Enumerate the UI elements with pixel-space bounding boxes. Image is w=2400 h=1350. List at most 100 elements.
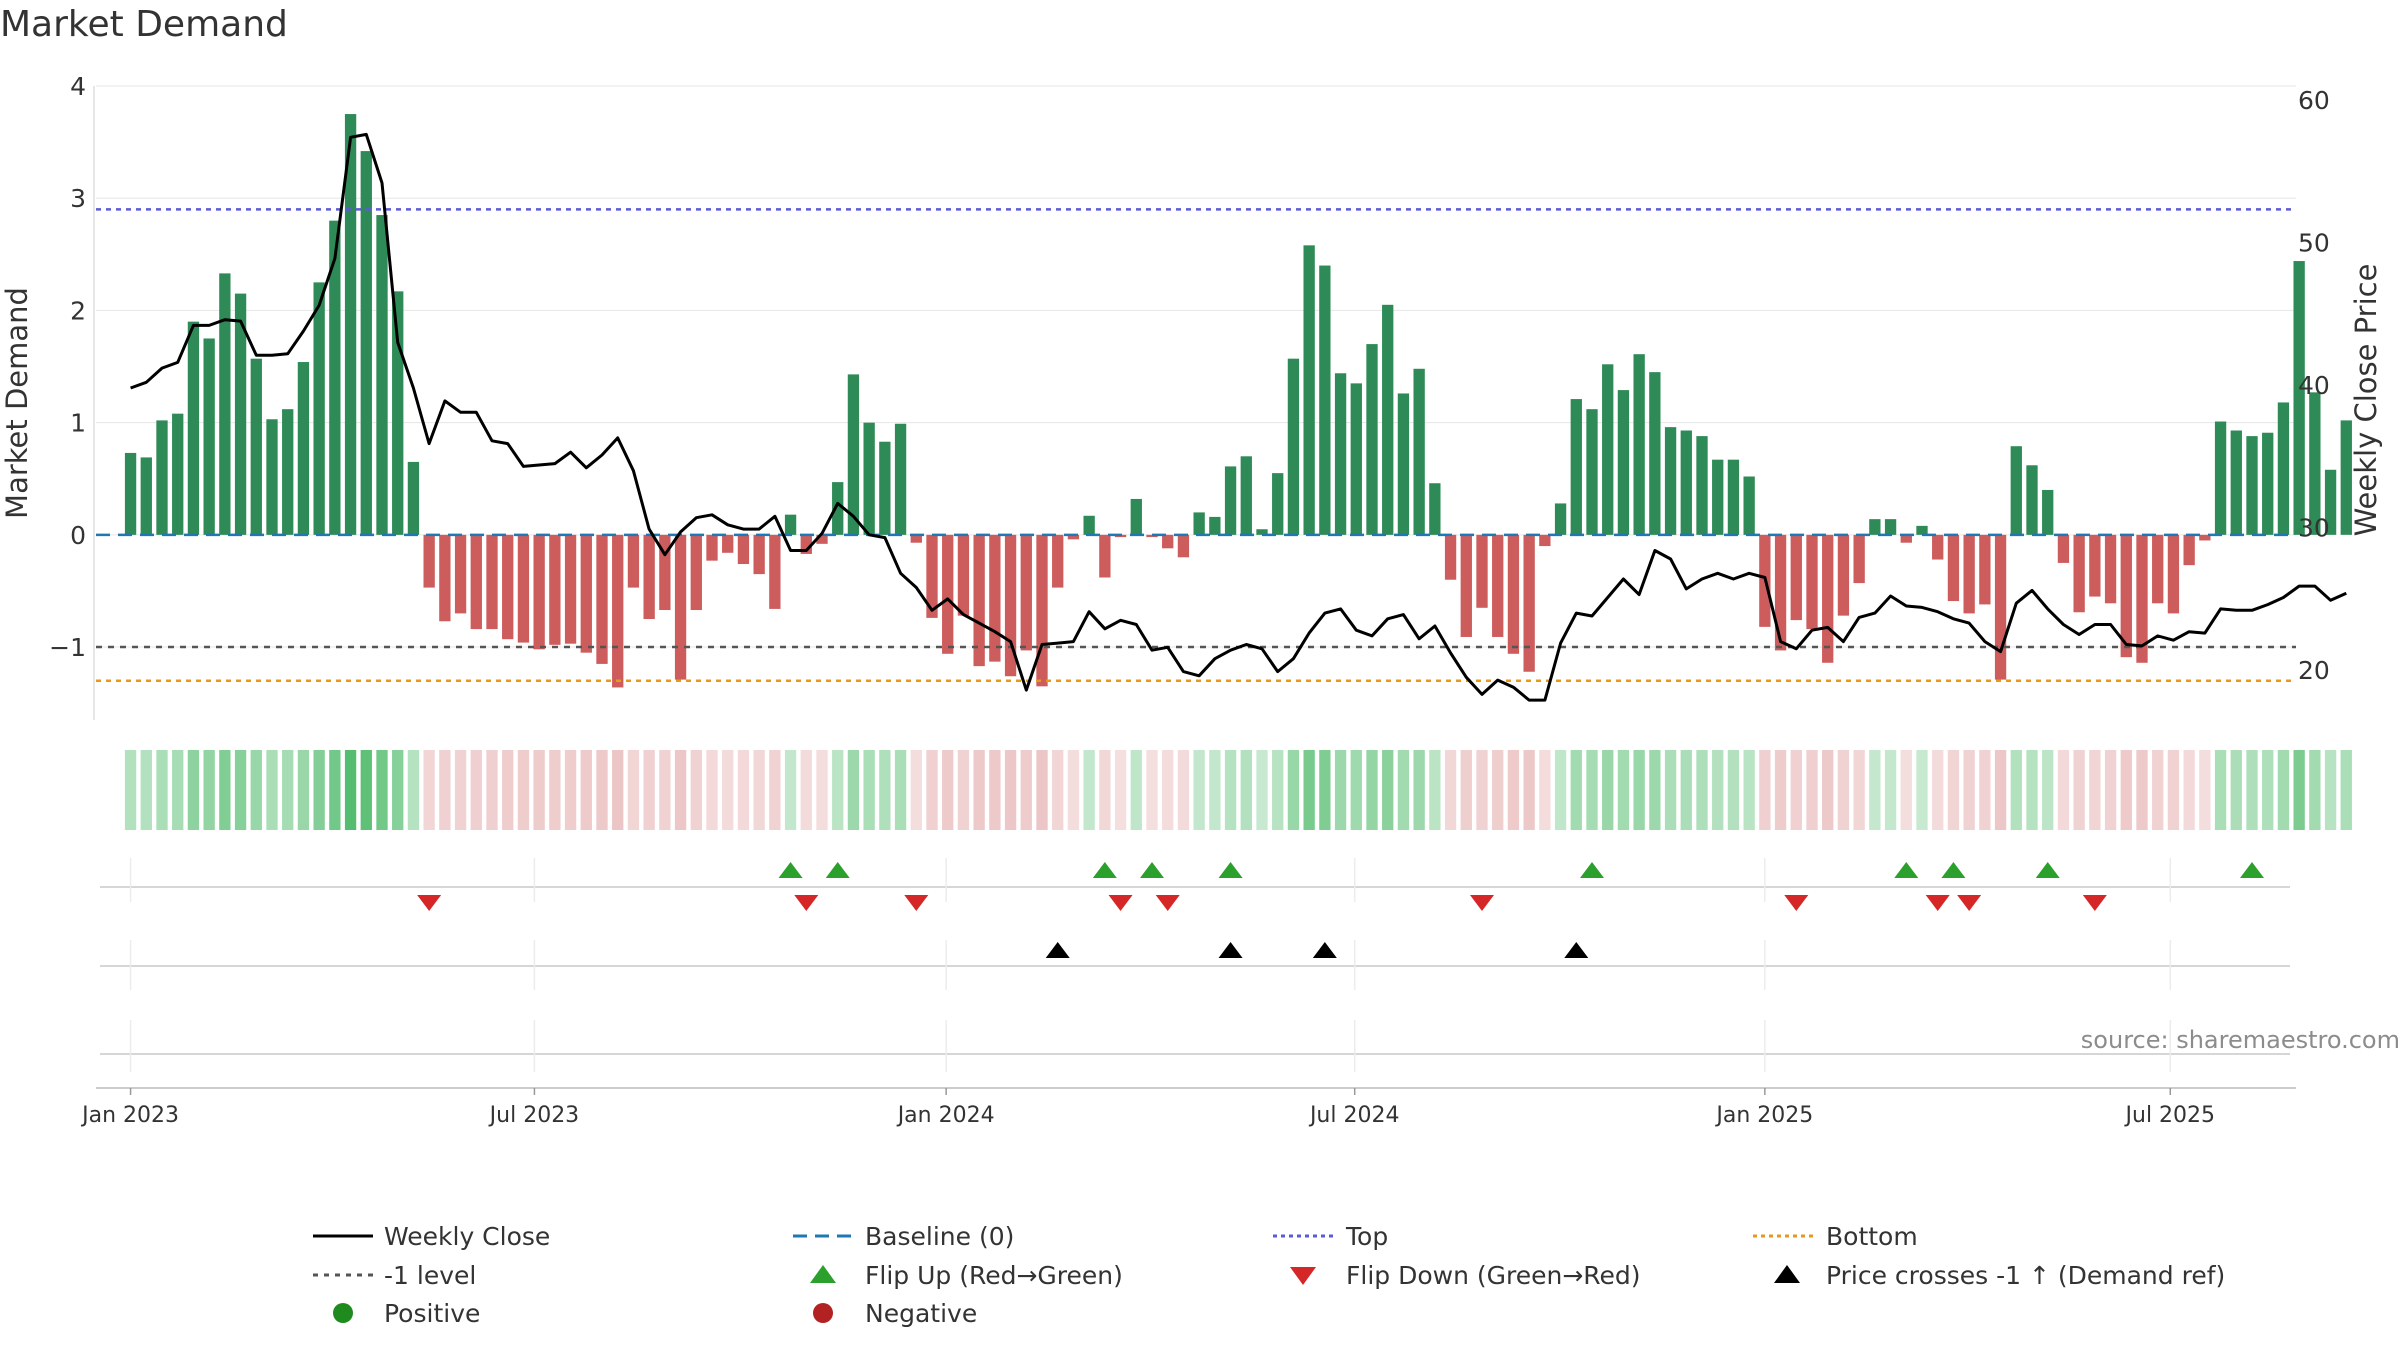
legend-flip-down-label: Flip Down (Green→Red) (1346, 1261, 1641, 1290)
heat-cell (203, 750, 215, 830)
y-tick-label: −1 (49, 633, 86, 662)
heat-cell (2042, 750, 2054, 830)
demand-bar (1193, 512, 1205, 535)
heat-cell (2309, 750, 2321, 830)
demand-bar (942, 534, 954, 654)
demand-bar (2010, 446, 2022, 535)
heat-cell (989, 750, 1001, 830)
heat-cell (360, 750, 372, 830)
heat-cell (1114, 750, 1127, 830)
heat-cell (392, 750, 404, 830)
y-tick-label: 3 (70, 184, 86, 213)
heat-cell (156, 750, 168, 830)
demand-bar (1790, 534, 1802, 621)
heat-cell (1869, 750, 1881, 830)
flip-down-marker (1925, 895, 1950, 911)
price-cross-marker (1312, 942, 1337, 958)
demand-bar (1507, 534, 1520, 654)
y2-tick-label: 60 (2298, 86, 2330, 115)
flip-down-marker (794, 895, 819, 911)
price-cross-marker (1564, 942, 1589, 958)
heat-cell (612, 750, 624, 830)
demand-bar (659, 534, 671, 611)
heat-cell (847, 750, 860, 830)
heat-cell (769, 750, 781, 830)
demand-bar (1319, 265, 1331, 535)
heat-cell (659, 750, 671, 830)
demand-bar (690, 534, 702, 611)
heat-cell (407, 750, 420, 830)
heat-cell (1932, 750, 1944, 830)
gridlines (96, 85, 2296, 648)
demand-bar (454, 534, 467, 614)
demand-bar (156, 420, 168, 535)
demand-bar (2293, 261, 2305, 535)
heat-cell (1727, 750, 1740, 830)
demand-bar (329, 220, 341, 535)
heat-cell (124, 750, 137, 830)
demand-bar (1680, 430, 1692, 535)
demand-bar (1774, 534, 1787, 651)
heat-cell (1554, 750, 1567, 830)
demand-bar (1963, 534, 1975, 614)
heat-cell (172, 750, 184, 830)
demand-bar (1272, 473, 1284, 535)
heat-cell (282, 750, 294, 830)
demand-bar (2167, 534, 2180, 614)
heat-cell (2340, 750, 2352, 830)
demand-heat-strip (124, 750, 2352, 830)
heat-cell (1963, 750, 1975, 830)
demand-bar (973, 534, 985, 667)
y-tick-label: 1 (70, 409, 86, 438)
x-tick-label: Jan 2025 (1714, 1103, 1813, 1128)
heat-cell (1272, 750, 1284, 830)
source-label: source: sharemaestro.com (2081, 1026, 2400, 1054)
heat-cell (1020, 750, 1032, 830)
heat-cell (1664, 750, 1677, 830)
demand-bar (1869, 519, 1881, 535)
flip-up-marker (778, 862, 803, 878)
heat-cell (1429, 750, 1441, 830)
heat-cell (1837, 750, 1850, 830)
heat-cell (517, 750, 530, 830)
x-tick-label: Jan 2023 (80, 1103, 179, 1128)
demand-bar (1994, 534, 2007, 680)
heat-cell (2073, 750, 2085, 830)
demand-bar (769, 534, 781, 609)
heat-cell (910, 750, 922, 830)
demand-bar (832, 482, 844, 535)
heat-cell (2026, 750, 2038, 830)
heat-cell (1916, 750, 1928, 830)
heat-cell (674, 750, 687, 830)
demand-bar (1287, 358, 1300, 535)
heat-cell (1743, 750, 1755, 830)
heat-cell (1146, 750, 1158, 830)
heat-cell (1947, 750, 1960, 830)
x-axis: Jan 2023 Jul 2023 Jan 2024 Jul 2024 Jan 2025… (80, 1087, 2296, 1128)
heat-cell (454, 750, 467, 830)
demand-bar (2026, 465, 2038, 535)
demand-bar (2057, 534, 2070, 563)
demand-bar (722, 534, 734, 553)
heat-cell (1177, 750, 1190, 830)
flip-up-marker (2035, 862, 2060, 878)
y-tick-label: 0 (70, 521, 86, 550)
heat-cell (1633, 750, 1645, 830)
chart-title: Market Demand (0, 4, 288, 45)
flip-up-marker (1218, 862, 1243, 878)
flip-up-marker (1894, 862, 1919, 878)
heat-cell (1994, 750, 2007, 830)
demand-bar (1633, 354, 1645, 535)
legend-flip-down-swatch (1290, 1267, 1316, 1285)
flip-down-marker (1155, 895, 1180, 911)
y2-tick-label: 50 (2298, 229, 2330, 258)
price-cross-marker (1045, 942, 1070, 958)
heat-cell (1476, 750, 1488, 830)
demand-bar (2136, 534, 2148, 663)
legend-flip-up-swatch (810, 1265, 836, 1283)
demand-bar (2183, 534, 2195, 566)
heat-cell (1712, 750, 1724, 830)
demand-bar (910, 534, 922, 543)
heat-cell (2293, 750, 2305, 830)
